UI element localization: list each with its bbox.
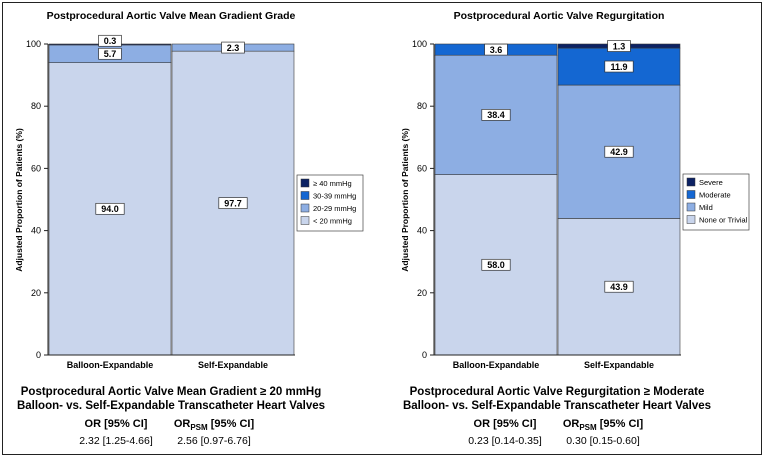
data-label: 5.7 [104, 49, 117, 59]
y-axis-label: Adjusted Proportion of Patients (%) [14, 128, 24, 272]
or-psm-header: ORPSM [95% CI] [563, 418, 644, 432]
data-label: 94.0 [101, 204, 119, 214]
legend-swatch [686, 190, 696, 199]
data-label-box [604, 280, 634, 293]
data-label: 1.3 [613, 41, 626, 51]
y-tick-label: 20 [31, 288, 41, 298]
y-tick-label: 40 [31, 226, 41, 236]
legend-swatch [686, 177, 696, 187]
bars-group [434, 43, 681, 356]
data-label-box [604, 60, 634, 73]
legend-label: Severe [699, 178, 723, 187]
data-label: 58.0 [487, 260, 505, 270]
summary-line-2: Balloon- vs. Self-Expandable Transcathet… [403, 400, 711, 412]
summary-regurgitation: Postprocedural Aortic Valve Regurgitatio… [403, 386, 711, 447]
chart-regurgitation: Postprocedural Aortic Valve Regurgitatio… [400, 10, 750, 370]
legend-swatch [300, 178, 310, 188]
data-label-box [98, 47, 122, 60]
data-label: 11.9 [610, 62, 627, 72]
axes-group: Balloon-Expandable Self-Expandable 0 20 40 60… [412, 39, 681, 370]
data-labels-group: 94.0 5.7 0.3 97.7 2.3 [95, 34, 248, 215]
y-tick-label: 80 [31, 101, 41, 111]
legend-swatch [300, 191, 310, 200]
data-labels-group: 58.0 38.4 3.6 43.9 42.9 11.9 1.3 [481, 40, 634, 293]
or-psm-header: ORPSM [95% CI] [174, 418, 255, 432]
y-tick-label: 80 [417, 101, 427, 111]
legend-label: 20-29 mmHg [313, 204, 356, 213]
or-value: 2.32 [1.25-4.66] [79, 435, 153, 447]
data-label-box [218, 197, 248, 209]
or-psm-value: 0.30 [0.15-0.60] [566, 435, 640, 447]
y-tick-label: 100 [412, 39, 427, 49]
x-tick-label: Self-Expandable [584, 360, 654, 370]
chart-title: Postprocedural Aortic Valve Mean Gradien… [47, 10, 296, 22]
data-label: 2.3 [227, 43, 240, 53]
y-tick-label: 0 [36, 350, 41, 360]
legend-label: Mild [699, 203, 713, 212]
data-label: 97.7 [224, 198, 242, 208]
or-header: OR [95% CI] [474, 418, 537, 430]
y-tick-label: 20 [417, 288, 427, 298]
legend-label: ≥ 40 mmHg [313, 179, 352, 188]
or-header: OR [95% CI] [85, 418, 148, 430]
data-label-box [607, 40, 631, 52]
data-label-box [98, 34, 122, 47]
x-tick-label: Balloon-Expandable [453, 360, 540, 370]
y-tick-label: 100 [26, 39, 41, 49]
summary-line-2: Balloon- vs. Self-Expandable Transcathet… [17, 400, 325, 412]
summary-line-1: Postprocedural Aortic Valve Mean Gradien… [21, 386, 322, 398]
y-tick-label: 40 [417, 226, 427, 236]
or-psm-value: 2.56 [0.97-6.76] [177, 435, 251, 447]
legend-swatch [686, 215, 696, 224]
legend-swatch [300, 203, 310, 213]
legend-label: 30-39 mmHg [313, 192, 356, 201]
data-label-box [481, 109, 511, 121]
legend-swatch [300, 216, 310, 225]
data-label-box [221, 41, 245, 54]
legend-label: None or Trivial [699, 216, 748, 225]
legend-label: Moderate [699, 191, 731, 200]
y-tick-label: 0 [422, 350, 427, 360]
x-tick-label: Balloon-Expandable [67, 360, 154, 370]
legend-label: < 20 mmHg [313, 217, 352, 226]
data-label: 3.6 [490, 45, 503, 55]
summary-mean-gradient: Postprocedural Aortic Valve Mean Gradien… [17, 386, 325, 447]
figure-frame [2, 2, 762, 455]
data-label-box [481, 258, 511, 271]
y-tick-label: 60 [31, 163, 41, 173]
data-label: 0.3 [104, 36, 117, 46]
data-label-box [604, 145, 634, 158]
data-label-box [484, 43, 508, 56]
y-tick-label: 60 [417, 163, 427, 173]
axes-group: Balloon-Expandable Self-Expandable 0 20 40 60… [26, 39, 295, 370]
legend-swatch [686, 202, 696, 212]
x-tick-label: Self-Expandable [198, 360, 268, 370]
chart-mean-gradient: Postprocedural Aortic Valve Mean Gradien… [14, 10, 364, 370]
bars-group [48, 43, 295, 356]
data-label: 38.4 [487, 110, 505, 120]
legend: Severe Moderate Mild None or Trivial [682, 173, 750, 231]
chart-title: Postprocedural Aortic Valve Regurgitatio… [454, 10, 665, 22]
data-label: 42.9 [610, 147, 628, 157]
data-label: 43.9 [610, 282, 628, 292]
data-label-box [95, 202, 125, 215]
legend: ≥ 40 mmHg 30-39 mmHg 20-29 mmHg < 20 mmHg [296, 174, 364, 232]
y-axis-label: Adjusted Proportion of Patients (%) [400, 128, 410, 272]
or-value: 0.23 [0.14-0.35] [468, 435, 542, 447]
summary-line-1: Postprocedural Aortic Valve Regurgitatio… [410, 386, 705, 398]
